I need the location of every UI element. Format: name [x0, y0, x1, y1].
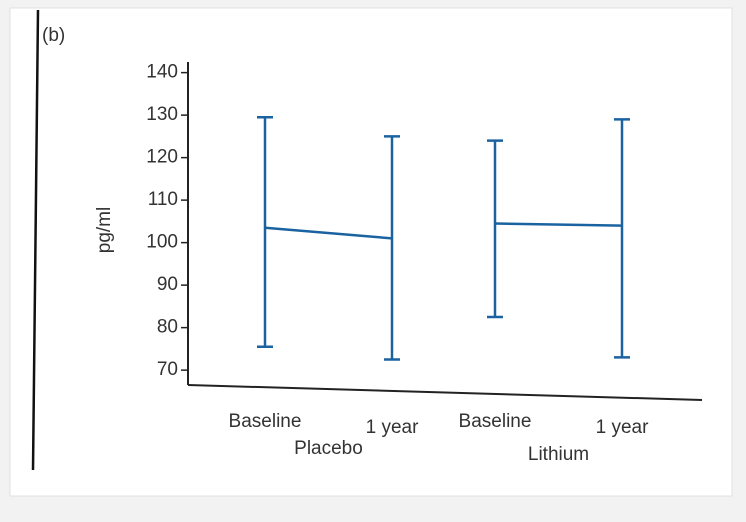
y-tick-label: 120 — [146, 147, 178, 168]
y-tick-label: 70 — [157, 359, 178, 380]
x-tick-label: Baseline — [459, 411, 532, 432]
group-label: Placebo — [294, 438, 363, 459]
y-tick-label: 100 — [146, 232, 178, 253]
y-tick-label: 90 — [157, 274, 178, 295]
y-tick-label: 110 — [148, 189, 178, 210]
x-axis — [187, 384, 703, 401]
x-tick-label: 1 year — [596, 417, 649, 438]
mean-line — [264, 226, 393, 240]
panel-label: (b) — [42, 25, 65, 46]
x-tick-label: 1 year — [366, 417, 419, 438]
x-tick-label: Baseline — [229, 411, 302, 432]
y-axis-label: pg/ml — [94, 207, 115, 253]
y-tick-label: 80 — [157, 317, 178, 338]
card — [9, 7, 733, 497]
y-tick-label: 130 — [146, 104, 178, 125]
y-tick-label: 140 — [146, 62, 178, 83]
mean-line — [494, 222, 623, 227]
group-label: Lithium — [528, 444, 589, 465]
page-edge — [31, 9, 40, 471]
